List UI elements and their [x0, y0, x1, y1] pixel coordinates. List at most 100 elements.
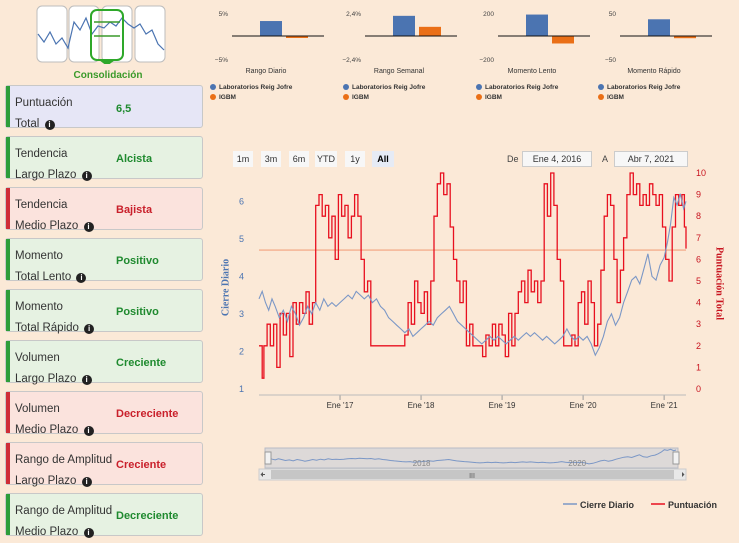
mini-legend-label: IGBM — [219, 94, 236, 101]
left-axis-tick: 6 — [239, 196, 244, 206]
mini-legend-label: Laboratorios Reig Jofre — [352, 84, 426, 91]
right-axis-tick: 6 — [696, 254, 701, 264]
mini-chart-title: Rango Semanal — [373, 68, 425, 75]
mini-legend-label: Laboratorios Reig Jofre — [485, 84, 559, 91]
date-from-input[interactable]: Ene 4, 2016 — [522, 151, 592, 167]
info-icon[interactable]: i — [84, 324, 95, 334]
indicator-label: Volumen Medio Plazo i — [15, 399, 94, 441]
date-to-input[interactable]: Abr 7, 2021 — [614, 151, 688, 167]
info-icon[interactable]: i — [76, 273, 87, 283]
range-button[interactable]: 3m — [261, 151, 281, 167]
mini-legend-label: IGBM — [352, 94, 369, 101]
indicator-label: Tendencia Largo Plazo i — [15, 144, 92, 186]
mini-legend-item[interactable]: Laboratorios Reig Jofre — [343, 84, 425, 91]
left-axis-tick: 2 — [239, 346, 244, 356]
right-axis-tick: 8 — [696, 211, 701, 221]
indicator-accent-bar — [6, 392, 10, 433]
indicator-label-line1: Tendencia — [15, 199, 68, 211]
indicator-label-line2: Medio Plazo i — [15, 420, 94, 441]
mini-legend-item[interactable]: Laboratorios Reig Jofre — [598, 84, 680, 91]
indicator-accent-bar — [6, 137, 10, 178]
range-button[interactable]: YTD — [315, 151, 337, 167]
range-button[interactable]: 6m — [289, 151, 309, 167]
legend-score[interactable]: Puntuación — [651, 500, 717, 510]
indicator-label-line1: Momento — [15, 250, 63, 262]
legend-price-swatch — [563, 503, 577, 505]
mini-legend-item[interactable]: IGBM — [343, 94, 369, 101]
indicator-card: Momento Total Lento i Positivo — [5, 238, 203, 283]
info-icon[interactable]: i — [83, 528, 94, 538]
navigator-handle-left[interactable] — [264, 451, 272, 465]
mini-chart-title: Momento Rápido — [627, 68, 681, 75]
info-icon[interactable]: i — [83, 426, 94, 436]
mini-legend-item[interactable]: Laboratorios Reig Jofre — [476, 84, 558, 91]
right-axis-tick: 0 — [696, 384, 701, 394]
info-icon[interactable]: i — [44, 120, 55, 130]
mini-y-min-label: −200 — [479, 57, 494, 64]
legend-dot-icon — [210, 94, 216, 100]
info-icon[interactable]: i — [83, 222, 94, 232]
scroll-left-icon[interactable] — [260, 472, 264, 477]
legend-dot-icon — [476, 84, 482, 90]
right-axis-title: Puntuación Total — [713, 246, 725, 321]
info-icon[interactable]: i — [81, 375, 92, 385]
range-button[interactable]: 1y — [345, 151, 365, 167]
mini-legend-item[interactable]: IGBM — [476, 94, 502, 101]
legend-dot-icon — [210, 84, 216, 90]
price-series-line — [258, 193, 687, 357]
indicator-label: Momento Total Rápido i — [15, 297, 95, 339]
indicator-card: Tendencia Medio Plazo i Bajista — [5, 187, 203, 232]
score-series-line — [259, 172, 687, 379]
indicator-label: Momento Total Lento i — [15, 246, 87, 288]
scrollbar-thumb[interactable] — [271, 470, 674, 479]
indicator-label: Rango de Amplitud Medio Plazo i — [15, 501, 112, 543]
indicator-label-line1: Puntuación — [15, 97, 73, 109]
indicator-label-line1: Rango de Amplitud — [15, 454, 113, 466]
mini-chart-plot: 50 −50 — [605, 11, 712, 64]
legend-dot-icon — [343, 84, 349, 90]
range-button[interactable]: All — [372, 151, 394, 167]
info-icon[interactable]: i — [81, 171, 92, 181]
legend-dot-icon — [476, 94, 482, 100]
mini-bar — [526, 14, 548, 37]
legend-dot-icon — [598, 84, 604, 90]
scroll-right-icon[interactable] — [682, 472, 685, 477]
indicator-label-line2: Medio Plazo i — [15, 522, 112, 543]
navigator-window[interactable] — [264, 447, 679, 469]
indicator-label-line2-text: Total — [15, 118, 40, 130]
navigator-handle-right[interactable] — [672, 451, 680, 465]
indicator-value: Decreciente — [116, 510, 179, 522]
mini-legend-item[interactable]: Laboratorios Reig Jofre — [210, 84, 292, 91]
legend-price[interactable]: Cierre Diario — [563, 500, 634, 510]
mini-chart-title: Rango Diario — [245, 68, 287, 75]
mini-y-max-label: 2,4% — [346, 11, 361, 18]
mini-legend-item[interactable]: IGBM — [210, 94, 236, 101]
mini-bar — [552, 36, 574, 44]
mini-legend-item[interactable]: IGBM — [598, 94, 624, 101]
range-button[interactable]: 1m — [233, 151, 253, 167]
date-to-label: A — [602, 154, 609, 164]
indicator-label-line2-text: Total Lento — [15, 271, 72, 283]
navigator-year-label: 2020 — [568, 459, 586, 468]
indicator-label: Puntuación Total i — [15, 93, 73, 135]
indicator-label-line2: Total i — [15, 114, 73, 135]
indicator-label-line1: Tendencia — [15, 148, 68, 160]
info-icon[interactable]: i — [81, 477, 92, 487]
indicator-accent-bar — [6, 443, 10, 484]
mini-chart: 5% −5% Rango Diario Laboratorios Reig Jofre… — [208, 6, 324, 116]
indicator-label-line2: Medio Plazo i — [15, 216, 94, 237]
indicator-card: Rango de Amplitud Medio Plazo i Decrecient… — [5, 493, 203, 538]
indicator-value: Bajista — [116, 204, 153, 216]
left-axis-tick: 3 — [239, 309, 244, 319]
right-axis-tick: 5 — [696, 276, 701, 286]
indicator-label: Tendencia Medio Plazo i — [15, 195, 94, 237]
x-axis-tick-label: Ene '17 — [327, 401, 354, 410]
indicator-card: Rango de Amplitud Largo Plazo i Creciente — [5, 442, 203, 487]
mini-y-min-label: −50 — [605, 57, 616, 64]
left-axis-tick: 4 — [239, 271, 244, 281]
indicator-card: Momento Total Rápido i Positivo — [5, 289, 203, 334]
indicator-card: Volumen Medio Plazo i Decreciente — [5, 391, 203, 436]
indicator-label: Rango de Amplitud Largo Plazo i — [15, 450, 112, 492]
navigator-series-line — [265, 448, 677, 465]
mini-chart-plot: 5% −5% — [215, 11, 324, 64]
